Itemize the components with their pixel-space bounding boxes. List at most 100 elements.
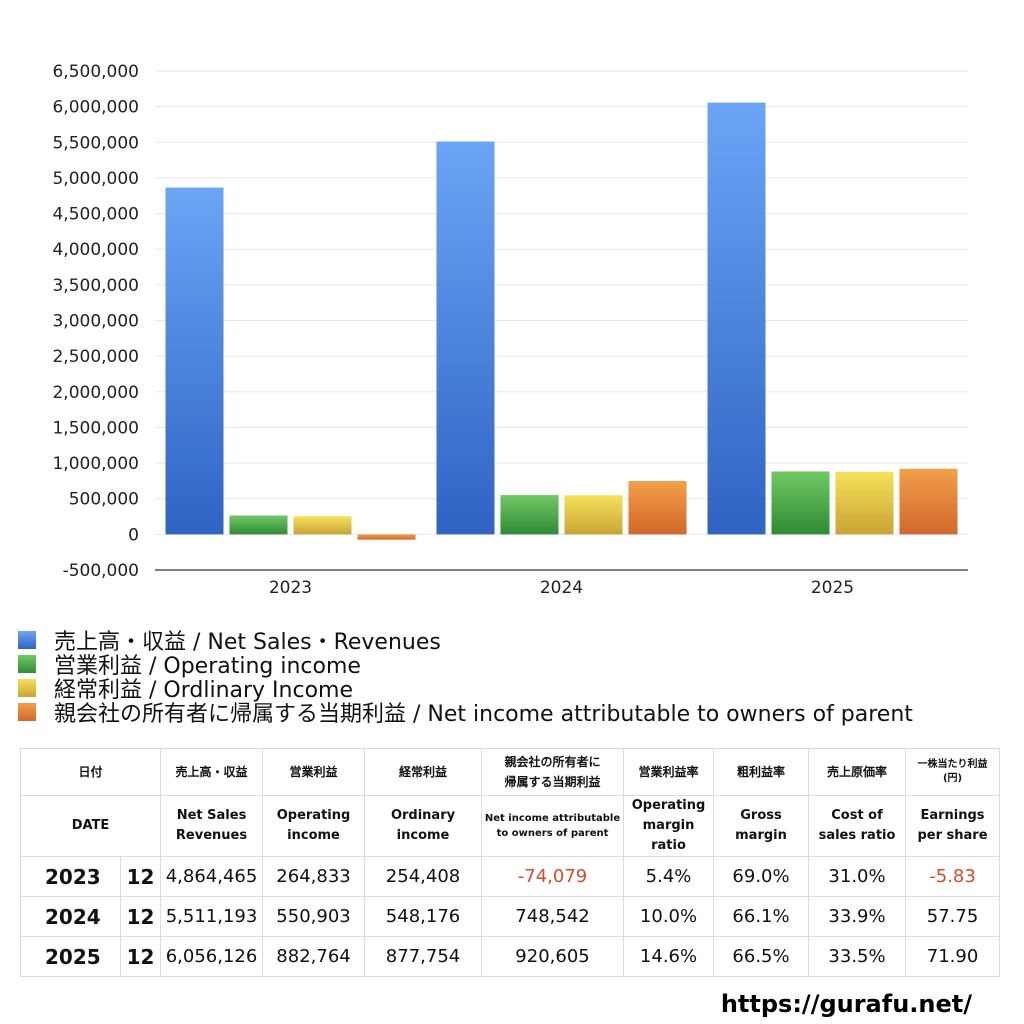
table-header-jp: 日付 売上高・収益 営業利益 経常利益 親会社の所有者に 帰属する当期利益 営業… [19,748,1001,796]
y-axis-ticks: 6,500,000 6,000,000 5,500,000 5,000,000 4,50… [52,62,139,581]
cell-opm: 14.6% [623,936,715,977]
cell-year: 2024 [20,896,121,937]
header-opm-en-line1: Operating [631,798,706,813]
legend-swatch-sales [18,631,36,649]
cell-operating: 264,833 [262,856,366,897]
cell-eps: 57.75 [905,896,1001,937]
y-tick-label: 5,000,000 [52,169,139,189]
cell-gross: 66.5% [713,936,810,977]
cell-net: 920,605 [481,936,625,977]
header-eps-jp-line2: (円) [942,773,963,784]
bar-operating-2025 [771,471,830,535]
cell-ordinary: 877,754 [364,936,483,977]
header-sales-en: Net Sales Revenues [160,795,264,857]
cell-net: 748,542 [481,896,625,937]
legend-label-net: 親会社の所有者に帰属する当期利益 / Net income attributab… [54,702,913,727]
header-operating-jp: 営業利益 [262,748,366,796]
header-operating-en-line2: income [287,828,340,843]
site-url[interactable]: https://gurafu.net/ [720,990,972,1018]
cell-cost: 31.0% [808,856,907,897]
y-tick-label: 6,000,000 [52,98,139,118]
table-row: 2023 12 4,864,465 264,833 254,408 -74,07… [20,856,1001,897]
bar-net-2024 [628,480,687,535]
legend-label-operating: 営業利益 / Operating income [54,654,361,679]
header-net-en-line2: to owners of parent [496,828,609,839]
y-tick-label: 1,000,000 [52,454,139,474]
legend-swatch-ordinary [18,679,36,697]
header-ordinary-jp: 経常利益 [364,748,483,796]
header-sales-en-line1: Net Sales [176,808,247,823]
header-net-jp: 親会社の所有者に 帰属する当期利益 [481,748,625,796]
chart-grid [155,70,968,571]
legend-item-sales: 売上高・収益 / Net Sales・Revenues [18,628,913,655]
header-opm-en-line3: ratio [651,838,686,853]
bar-ordinary-2023 [293,516,352,535]
header-ordinary-en-line2: income [396,828,450,843]
header-eps-jp: 一株当たり利益 (円) [905,748,1001,796]
cell-month: 12 [119,896,162,937]
header-cost-en-line1: Cost of [831,808,883,823]
header-opm-en: Operating margin ratio [623,795,715,857]
bar-operating-2024 [500,495,559,535]
header-cost-jp: 売上原価率 [808,748,907,796]
bar-ordinary-2024 [564,495,623,535]
legend-item-ordinary: 経常利益 / Ordlinary Income [18,676,913,703]
header-sales-en-line2: Revenues [175,828,248,843]
x-tick-label: 2024 [540,578,583,598]
legend-label-ordinary: 経常利益 / Ordlinary Income [54,678,353,703]
cell-operating: 550,903 [262,896,366,937]
bar-net-2023 [357,534,416,540]
cell-sales: 6,056,126 [160,936,264,977]
header-date-jp: 日付 [19,748,162,796]
cell-ordinary: 254,408 [364,856,483,897]
bar-ordinary-2025 [835,471,894,535]
cell-ordinary: 548,176 [364,896,483,937]
header-operating-en: Operating income [262,795,366,857]
y-tick-label: 6,500,000 [52,62,139,82]
y-tick-label: 0 [128,525,139,545]
header-date-en: DATE [19,795,162,857]
header-sales-jp: 売上高・収益 [160,748,264,796]
financial-table: 日付 売上高・収益 営業利益 経常利益 親会社の所有者に 帰属する当期利益 営業… [19,748,1001,977]
table-header-en: DATE Net Sales Revenues Operating income… [19,795,1001,857]
cell-cost: 33.5% [808,936,907,977]
header-net-jp-line1: 親会社の所有者に [504,755,601,769]
header-gross-en-line1: Gross [740,808,782,823]
legend-item-net: 親会社の所有者に帰属する当期利益 / Net income attributab… [18,700,913,727]
table-row: 2025 12 6,056,126 882,764 877,754 920,60… [20,936,1001,977]
bar-sales-2024 [436,141,495,535]
header-eps-jp-line1: 一株当たり利益 [917,759,988,770]
header-net-en-line1: Net income attributable [484,813,621,824]
cell-gross: 66.1% [713,896,810,937]
header-cost-en-line2: sales ratio [818,828,896,843]
y-tick-label: 2,000,000 [52,383,139,403]
y-tick-label: 1,500,000 [52,418,139,438]
y-tick-label: -500,000 [63,561,139,581]
bar-chart: 6,500,000 6,000,000 5,500,000 5,000,000 4,50… [52,62,968,598]
y-tick-label: 3,500,000 [52,276,139,296]
bar-sales-2025 [707,102,766,535]
header-eps-en-line2: per share [917,828,988,843]
cell-eps: 71.90 [905,936,1001,977]
cell-gross: 69.0% [713,856,810,897]
header-ordinary-en: Ordinary income [364,795,483,857]
header-eps-en: Earnings per share [905,795,1001,857]
y-tick-label: 4,000,000 [52,240,139,260]
y-tick-label: 4,500,000 [52,205,139,225]
table-row: 2024 12 5,511,193 550,903 548,176 748,54… [20,896,1001,937]
header-net-en: Net income attributable to owners of par… [481,795,625,857]
chart-legend: 売上高・収益 / Net Sales・Revenues 営業利益 / Opera… [18,628,913,727]
header-eps-en-line1: Earnings [920,808,985,823]
header-gross-en: Gross margin [713,795,810,857]
bar-sales-2023 [165,187,224,535]
cell-operating: 882,764 [262,936,366,977]
cell-opm: 5.4% [623,856,715,897]
header-opm-jp: 営業利益率 [623,748,715,796]
header-operating-en-line1: Operating [276,808,351,823]
cell-opm: 10.0% [623,896,715,937]
cell-sales: 5,511,193 [160,896,264,937]
y-tick-label: 500,000 [69,490,139,510]
legend-label-sales: 売上高・収益 / Net Sales・Revenues [54,630,441,655]
x-tick-label: 2023 [269,578,312,598]
legend-swatch-operating [18,655,36,673]
